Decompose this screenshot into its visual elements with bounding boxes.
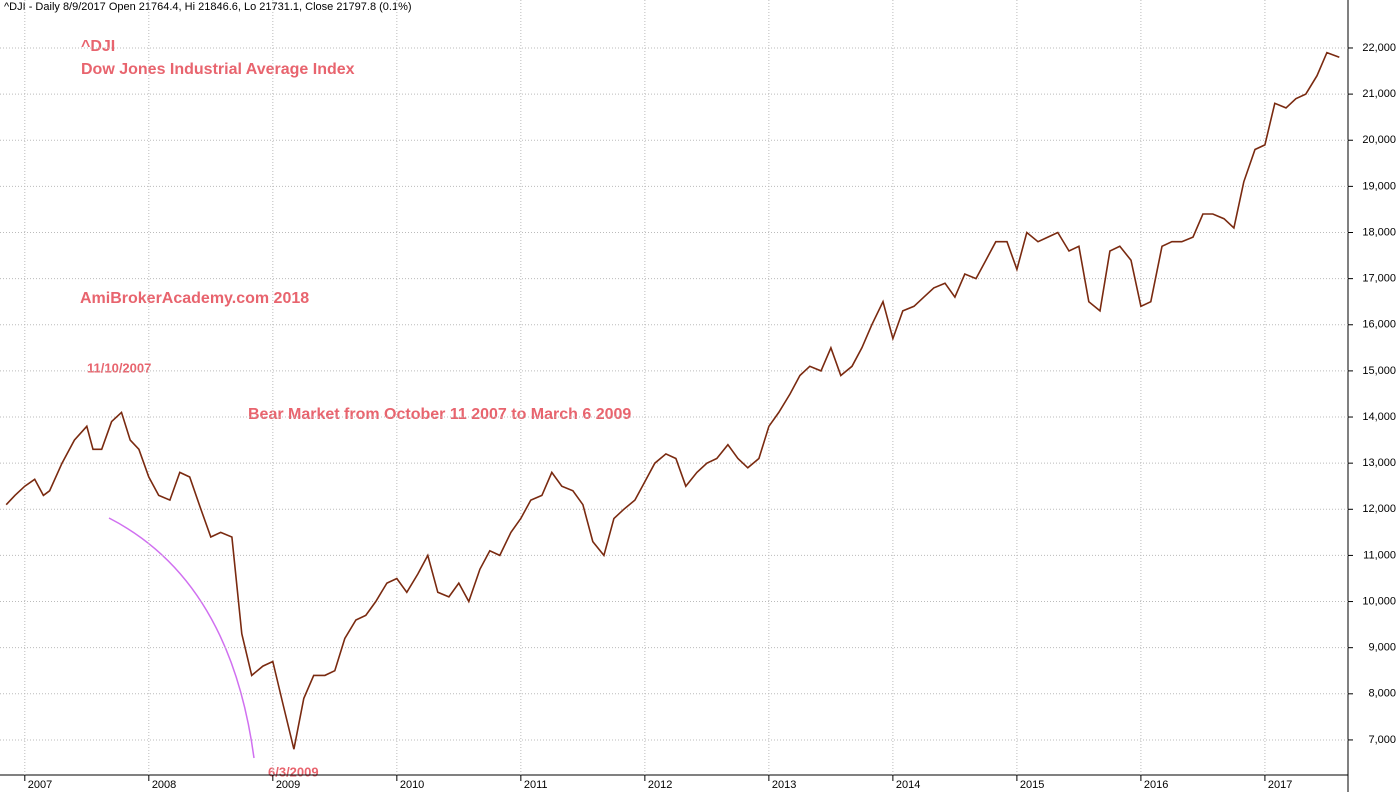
x-tick-label: 2008 [152, 779, 176, 791]
watermark: AmiBrokerAcademy.com 2018 [80, 290, 309, 307]
arc-annotation [108, 517, 255, 759]
chart-title: Dow Jones Industrial Average Index [81, 61, 355, 78]
y-tick-label: 19,000 [1362, 180, 1396, 192]
y-tick-label: 10,000 [1362, 595, 1396, 607]
x-tick-label: 2011 [524, 779, 548, 791]
y-tick-label: 12,000 [1362, 503, 1396, 515]
symbol: ^DJI [81, 38, 115, 55]
annotation: 11/10/2007 [87, 360, 151, 375]
x-tick-label: 2009 [276, 779, 300, 791]
annotation: Bear Market from October 11 2007 to Marc… [248, 406, 631, 423]
x-tick-label: 2010 [400, 779, 424, 791]
y-tick-label: 15,000 [1362, 365, 1396, 377]
y-tick-label: 21,000 [1362, 88, 1396, 100]
x-tick-label: 2013 [772, 779, 796, 791]
x-tick-label: 2017 [1268, 779, 1292, 791]
x-tick-label: 2012 [648, 779, 672, 791]
y-tick-label: 9,000 [1368, 642, 1396, 654]
y-tick-label: 11,000 [1363, 549, 1396, 561]
x-tick-label: 2014 [896, 779, 920, 791]
y-tick-label: 13,000 [1362, 457, 1396, 469]
y-tick-label: 18,000 [1362, 226, 1396, 238]
y-tick-label: 20,000 [1362, 134, 1396, 146]
y-tick-label: 8,000 [1368, 688, 1396, 700]
y-tick-label: 14,000 [1362, 411, 1396, 423]
annotation: 6/3/2009 [268, 764, 319, 779]
x-tick-label: 2007 [28, 779, 52, 791]
x-tick-label: 2015 [1020, 779, 1044, 791]
y-tick-label: 22,000 [1362, 42, 1396, 54]
y-tick-label: 17,000 [1362, 273, 1396, 285]
last-price-label: 21,797.8 [1355, 0, 1398, 6]
x-tick-label: 2016 [1144, 779, 1168, 791]
y-tick-label: 7,000 [1368, 734, 1396, 746]
header: ^DJI - Daily 8/9/2017 Open 21764.4, Hi 2… [4, 1, 412, 13]
y-tick-label: 16,000 [1362, 319, 1396, 331]
price-line [5, 51, 1340, 750]
